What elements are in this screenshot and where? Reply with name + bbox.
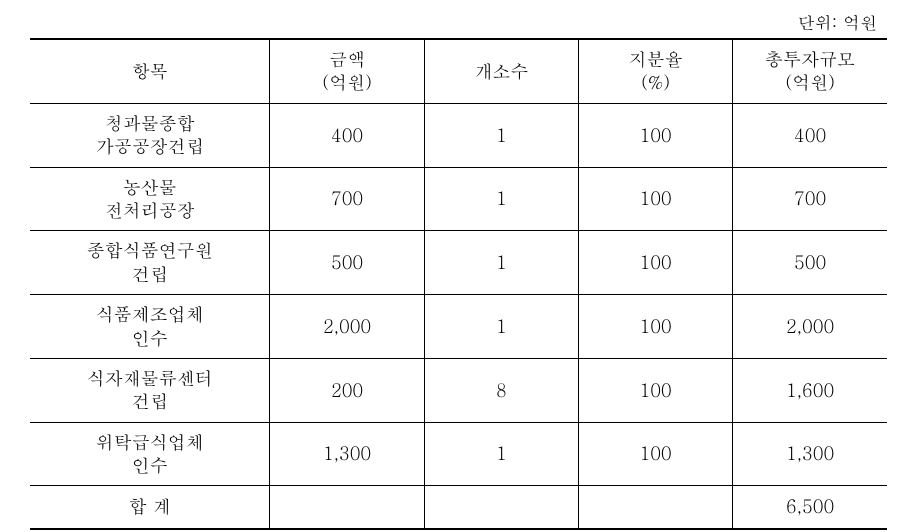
header-share-line1: 지분율: [629, 47, 683, 72]
cell-share: 100: [578, 231, 732, 295]
cell-count: 8: [424, 358, 578, 422]
cell-amount: 2,000: [270, 295, 424, 359]
footer-label: 합 계: [30, 486, 270, 529]
table-row: 청과물종합 가공공장건립 400 1 100 400: [30, 103, 887, 167]
header-count: 개소수: [424, 39, 578, 103]
cell-amount: 1,300: [270, 422, 424, 486]
cell-item: 종합식품연구원 건립: [30, 231, 270, 295]
footer-share: [578, 486, 732, 529]
cell-item-line2: 인수: [132, 453, 168, 478]
header-total: 총투자규모 (억원): [733, 39, 887, 103]
cell-total: 1,300: [733, 422, 887, 486]
cell-amount: 500: [270, 231, 424, 295]
header-share-line2: (%): [641, 70, 670, 95]
cell-item: 위탁급식업체 인수: [30, 422, 270, 486]
cell-amount: 700: [270, 167, 424, 231]
cell-item: 청과물종합 가공공장건립: [30, 103, 270, 167]
cell-total: 400: [733, 103, 887, 167]
cell-count: 1: [424, 167, 578, 231]
cell-total: 500: [733, 231, 887, 295]
cell-item-line2: 건립: [132, 389, 168, 414]
cell-count: 1: [424, 295, 578, 359]
table-row: 식자재물류센터 건립 200 8 100 1,600: [30, 358, 887, 422]
cell-share: 100: [578, 167, 732, 231]
cell-count: 1: [424, 103, 578, 167]
investment-table: 항목 금액 (억원) 개소수 지분율 (%) 총투자규모 (억원) 청과물종합 …: [30, 38, 887, 530]
cell-item-line1: 위탁급식업체: [96, 430, 204, 455]
cell-item-line1: 종합식품연구원: [87, 238, 213, 263]
cell-item-line1: 농산물: [123, 175, 177, 200]
cell-item-line2: 인수: [132, 326, 168, 351]
cell-share: 100: [578, 103, 732, 167]
cell-amount: 400: [270, 103, 424, 167]
footer-count: [424, 486, 578, 529]
unit-label: 단위: 억원: [30, 10, 887, 34]
cell-item-line1: 청과물종합: [105, 111, 195, 136]
cell-total: 700: [733, 167, 887, 231]
cell-item-line2: 전처리공장: [105, 198, 195, 223]
cell-share: 100: [578, 358, 732, 422]
table-row: 종합식품연구원 건립 500 1 100 500: [30, 231, 887, 295]
table-footer-row: 합 계 6,500: [30, 486, 887, 529]
header-amount-line2: (억원): [322, 70, 372, 95]
header-amount: 금액 (억원): [270, 39, 424, 103]
header-share: 지분율 (%): [578, 39, 732, 103]
cell-item-line1: 식품제조업체: [96, 302, 204, 327]
cell-share: 100: [578, 295, 732, 359]
table-row: 농산물 전처리공장 700 1 100 700: [30, 167, 887, 231]
cell-count: 1: [424, 231, 578, 295]
header-amount-line1: 금액: [329, 47, 365, 72]
table-header-row: 항목 금액 (억원) 개소수 지분율 (%) 총투자규모 (억원): [30, 39, 887, 103]
cell-share: 100: [578, 422, 732, 486]
cell-item-line2: 가공공장건립: [96, 134, 204, 159]
footer-amount: [270, 486, 424, 529]
cell-total: 1,600: [733, 358, 887, 422]
header-item: 항목: [30, 39, 270, 103]
cell-item: 식품제조업체 인수: [30, 295, 270, 359]
header-total-line1: 총투자규모: [765, 47, 855, 72]
cell-count: 1: [424, 422, 578, 486]
cell-item: 농산물 전처리공장: [30, 167, 270, 231]
header-total-line2: (억원): [785, 70, 835, 95]
cell-item: 식자재물류센터 건립: [30, 358, 270, 422]
cell-amount: 200: [270, 358, 424, 422]
cell-item-line2: 건립: [132, 262, 168, 287]
table-row: 식품제조업체 인수 2,000 1 100 2,000: [30, 295, 887, 359]
cell-total: 2,000: [733, 295, 887, 359]
footer-total: 6,500: [733, 486, 887, 529]
table-row: 위탁급식업체 인수 1,300 1 100 1,300: [30, 422, 887, 486]
cell-item-line1: 식자재물류센터: [87, 366, 213, 391]
